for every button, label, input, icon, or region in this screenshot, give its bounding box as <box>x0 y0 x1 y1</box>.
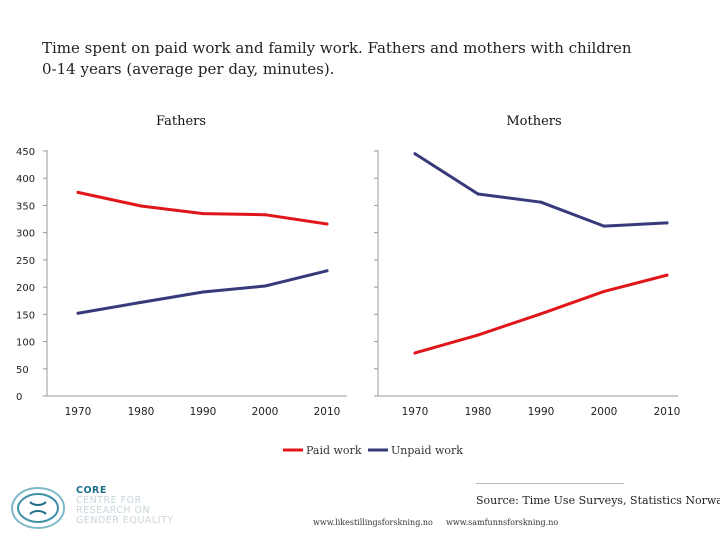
mothers-unpaid-work-point <box>665 221 669 225</box>
fathers-unpaid-work-point <box>139 300 143 304</box>
mothers-unpaid-work-point <box>476 192 480 196</box>
fathers-paid-work-point <box>263 213 267 217</box>
fathers-x-tick-label: 2000 <box>252 406 279 418</box>
fathers-unpaid-work-point <box>325 269 329 273</box>
url-left[interactable]: www.likestillingsforskning.no <box>313 518 433 527</box>
fathers-unpaid-work-point <box>201 290 205 294</box>
mothers-x-tick-label: 1990 <box>528 406 555 418</box>
fathers-x-tick-label: 1980 <box>128 406 155 418</box>
title-line-1: Time spent on paid work and family work.… <box>42 39 632 57</box>
logo-line-4: GENDER EQUALITY <box>76 515 174 526</box>
y-tick-label: 450 <box>16 147 35 158</box>
title-line-2: 0-14 years (average per day, minutes). <box>42 60 335 78</box>
y-tick-label: 0 <box>16 392 22 403</box>
fathers-paid-work-point <box>201 212 205 216</box>
mothers-paid-work-point <box>476 333 480 337</box>
mothers-paid-work-point <box>602 289 606 293</box>
fathers-paid-work-line <box>76 190 329 226</box>
url-right[interactable]: www.samfunnsforskning.no <box>446 518 559 527</box>
mothers-x-tick-label: 2010 <box>654 406 681 418</box>
logo-line-3: RESEARCH ON <box>76 505 151 516</box>
y-tick-label: 350 <box>16 201 35 212</box>
mothers-panel-title: Mothers <box>506 114 561 129</box>
logo-line-1: CORE <box>76 485 107 496</box>
y-tick-label: 300 <box>16 229 35 240</box>
fathers-x-tick-label: 1970 <box>65 406 92 418</box>
mothers-x-tick-label: 2000 <box>591 406 618 418</box>
mothers-x-tick-label: 1970 <box>402 406 429 418</box>
y-tick-label: 400 <box>16 174 35 185</box>
y-tick-label: 250 <box>16 256 35 267</box>
legend-unpaid-label: Unpaid work <box>391 444 463 457</box>
fathers-x-tick-label: 2010 <box>314 406 341 418</box>
mothers-unpaid-work-point <box>413 152 417 156</box>
fathers-panel-title: Fathers <box>156 114 206 129</box>
mothers-paid-work-point <box>665 273 669 277</box>
mothers-unpaid-work-line <box>413 152 669 228</box>
mothers-unpaid-work-point <box>602 224 606 228</box>
y-tick-label: 200 <box>16 283 35 294</box>
source-divider <box>476 483 624 484</box>
y-tick-label: 150 <box>16 310 35 321</box>
fathers-paid-work-point <box>139 204 143 208</box>
mothers-paid-work-point <box>539 312 543 316</box>
core-logo-icon <box>10 486 66 530</box>
source-note: Source: Time Use Surveys, Statistics Nor… <box>476 494 720 507</box>
y-tick-label: 100 <box>16 338 35 349</box>
chart-title: Time spent on paid work and family work.… <box>42 38 682 80</box>
y-tick-label: 50 <box>16 365 29 376</box>
fathers-paid-work-point <box>76 190 80 194</box>
legend-paid-label: Paid work <box>306 444 362 457</box>
mothers-paid-work-point <box>413 351 417 355</box>
fathers-unpaid-work-point <box>76 311 80 315</box>
fathers-paid-work-point <box>325 222 329 226</box>
fathers-unpaid-work-point <box>263 284 267 288</box>
mothers-unpaid-work-point <box>539 200 543 204</box>
logo-text: CORE CENTRE FOR RESEARCH ON GENDER EQUAL… <box>76 486 174 526</box>
logo-line-2: CENTRE FOR <box>76 495 142 506</box>
mothers-x-tick-label: 1980 <box>465 406 492 418</box>
fathers-x-tick-label: 1990 <box>190 406 217 418</box>
